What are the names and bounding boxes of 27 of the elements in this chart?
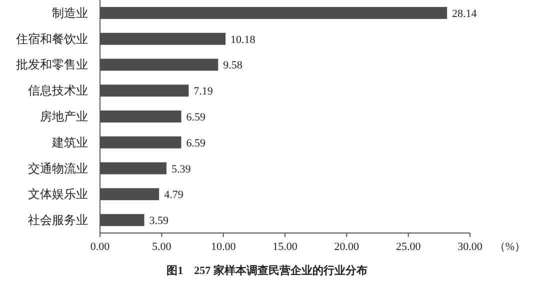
y-tick-label: 批发和零售业 (16, 58, 88, 72)
y-tick-label: 建筑业 (51, 135, 88, 150)
data-label: 6.59 (186, 137, 206, 150)
data-label: 9.58 (223, 60, 243, 72)
x-tick-label: 5.00 (152, 241, 172, 253)
y-tick-label: 交通物流业 (28, 161, 88, 176)
data-label: 28.14 (452, 8, 478, 20)
data-label: 5.39 (171, 163, 192, 176)
text: 图1 257 家样本调查民营企业的行业分布 (166, 264, 368, 277)
y-tick-label: 信息技术业 (28, 84, 88, 98)
y-tick-label: 文体娱乐业 (28, 187, 88, 202)
x-tick-label: 30.00 (458, 241, 483, 253)
data-label: 7.19 (194, 86, 214, 98)
data-label: 3.59 (149, 215, 170, 228)
y-tick-label: 社会服务业 (28, 213, 88, 228)
x-tick-label: 25.00 (396, 241, 422, 253)
y-tick-label: 住宿和餐饮业 (15, 32, 88, 46)
data-label: 10.18 (230, 34, 256, 46)
y-tick-label: 制造业 (52, 6, 88, 20)
x-tick-label: 0.00 (90, 241, 110, 253)
data-label: 4.79 (164, 189, 184, 202)
x-tick-label: 10.00 (210, 241, 236, 253)
x-tick-label: 15.00 (272, 241, 298, 253)
x-axis-title: （%） (494, 241, 526, 253)
data-label: 6.59 (186, 112, 206, 124)
y-tick-label: 房地产业 (40, 110, 88, 124)
x-tick-label: 20.00 (334, 241, 360, 253)
